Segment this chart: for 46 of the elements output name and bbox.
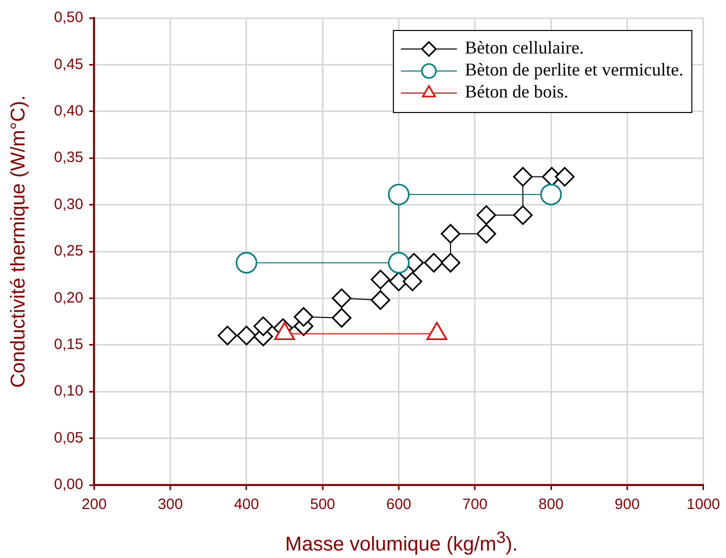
point xyxy=(388,252,410,274)
y-tick-label: 0,15 xyxy=(54,336,84,354)
y-tick-label: 0,00 xyxy=(54,476,84,494)
x-tick-label: 200 xyxy=(82,496,107,514)
x-tick-label: 400 xyxy=(234,496,259,514)
y-tick-label: 0,50 xyxy=(54,9,84,26)
y-tick-label: 0,10 xyxy=(54,382,84,400)
y-tick-label: 0,25 xyxy=(54,242,84,260)
x-tick-label: 700 xyxy=(462,496,488,514)
point xyxy=(236,326,256,346)
x-tick-label: 500 xyxy=(310,496,336,514)
point xyxy=(332,288,352,308)
x-axis-title: Masse volumique (kg/m$^{3}$). xyxy=(284,528,519,557)
point xyxy=(440,252,460,273)
x-tick-label: 800 xyxy=(538,496,564,514)
legend-label: Bèton cellulaire. xyxy=(464,38,584,58)
point xyxy=(513,166,533,187)
y-axis-title: Conductivité thermique (W/m°C). xyxy=(8,94,30,390)
point xyxy=(554,166,575,187)
point xyxy=(253,316,274,336)
point xyxy=(218,326,238,346)
point xyxy=(476,224,496,244)
x-tick-label: 300 xyxy=(158,496,183,514)
x-tick-label: 900 xyxy=(614,496,640,514)
x-tick-label: 600 xyxy=(386,496,412,514)
point xyxy=(513,205,533,225)
point xyxy=(332,308,352,328)
point xyxy=(388,184,410,206)
point xyxy=(540,184,562,206)
point xyxy=(236,252,258,274)
y-tick-label: 0,05 xyxy=(54,429,84,446)
point xyxy=(476,205,496,225)
y-tick-label: 0,30 xyxy=(54,196,84,213)
y-tick-label: 0,45 xyxy=(54,56,84,73)
legend-label: Bèton de perlite et vermiculte. xyxy=(464,60,684,80)
y-tick-label: 0,20 xyxy=(54,289,84,306)
point xyxy=(440,224,460,244)
y-tick-label: 0,40 xyxy=(54,102,84,120)
point xyxy=(370,270,390,290)
point xyxy=(424,252,444,273)
point xyxy=(294,307,314,327)
point xyxy=(402,272,422,292)
legend-label: Béton de bois. xyxy=(464,82,568,102)
y-tick-label: 0,35 xyxy=(54,149,84,166)
point xyxy=(370,290,390,310)
x-tick-label: 1000 xyxy=(686,496,720,514)
